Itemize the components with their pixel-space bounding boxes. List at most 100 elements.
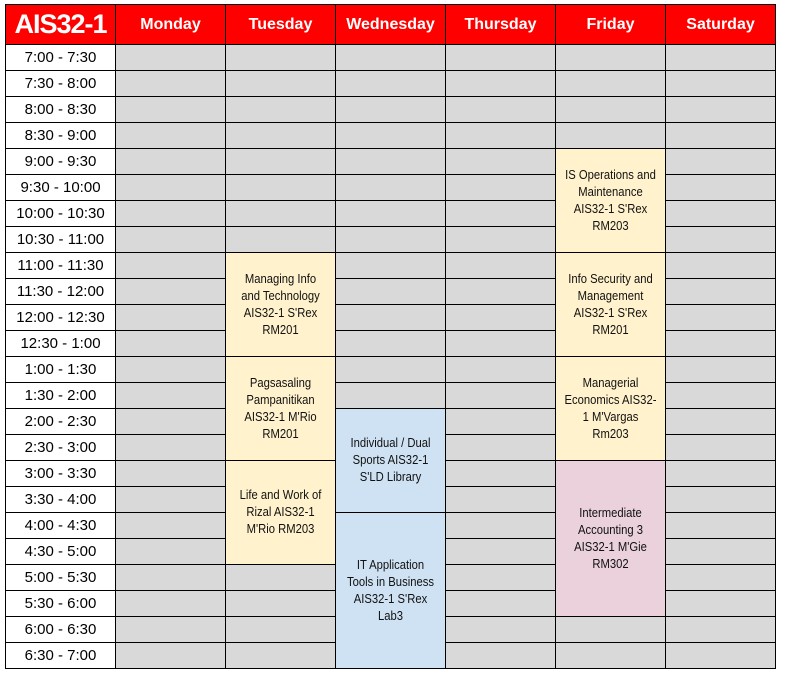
empty-slot[interactable] (665, 590, 776, 617)
empty-slot[interactable] (445, 304, 556, 331)
empty-slot[interactable] (115, 226, 226, 253)
empty-slot[interactable] (445, 382, 556, 409)
empty-slot[interactable] (335, 356, 446, 383)
empty-slot[interactable] (665, 564, 776, 591)
class-event[interactable]: IT Application Tools in Business AIS32-1… (335, 512, 446, 669)
empty-slot[interactable] (225, 616, 336, 643)
class-event[interactable]: Info Security and Management AIS32-1 S'R… (555, 252, 666, 357)
empty-slot[interactable] (445, 564, 556, 591)
empty-slot[interactable] (445, 356, 556, 383)
empty-slot[interactable] (115, 122, 226, 149)
empty-slot[interactable] (335, 226, 446, 253)
empty-slot[interactable] (445, 278, 556, 305)
empty-slot[interactable] (665, 538, 776, 565)
empty-slot[interactable] (445, 96, 556, 123)
empty-slot[interactable] (115, 382, 226, 409)
empty-slot[interactable] (665, 44, 776, 71)
class-event[interactable]: Life and Work of Rizal AIS32-1 M'Rio RM2… (225, 460, 336, 565)
empty-slot[interactable] (115, 486, 226, 513)
empty-slot[interactable] (445, 538, 556, 565)
empty-slot[interactable] (665, 252, 776, 279)
empty-slot[interactable] (115, 590, 226, 617)
empty-slot[interactable] (665, 70, 776, 97)
empty-slot[interactable] (665, 642, 776, 669)
empty-slot[interactable] (665, 148, 776, 175)
empty-slot[interactable] (445, 642, 556, 669)
empty-slot[interactable] (115, 44, 226, 71)
empty-slot[interactable] (445, 70, 556, 97)
empty-slot[interactable] (115, 278, 226, 305)
empty-slot[interactable] (665, 304, 776, 331)
empty-slot[interactable] (445, 226, 556, 253)
empty-slot[interactable] (665, 616, 776, 643)
empty-slot[interactable] (445, 174, 556, 201)
empty-slot[interactable] (335, 200, 446, 227)
empty-slot[interactable] (445, 434, 556, 461)
empty-slot[interactable] (665, 434, 776, 461)
empty-slot[interactable] (445, 252, 556, 279)
empty-slot[interactable] (225, 148, 336, 175)
empty-slot[interactable] (115, 512, 226, 539)
class-event[interactable]: IS Operations and Maintenance AIS32-1 S'… (555, 148, 666, 253)
empty-slot[interactable] (335, 382, 446, 409)
empty-slot[interactable] (555, 642, 666, 669)
empty-slot[interactable] (445, 200, 556, 227)
empty-slot[interactable] (225, 590, 336, 617)
class-event[interactable]: Managing Info and Technology AIS32-1 S'R… (225, 252, 336, 357)
empty-slot[interactable] (115, 642, 226, 669)
empty-slot[interactable] (225, 174, 336, 201)
empty-slot[interactable] (555, 96, 666, 123)
empty-slot[interactable] (445, 44, 556, 71)
empty-slot[interactable] (335, 330, 446, 357)
empty-slot[interactable] (445, 122, 556, 149)
empty-slot[interactable] (335, 252, 446, 279)
empty-slot[interactable] (445, 616, 556, 643)
empty-slot[interactable] (115, 616, 226, 643)
empty-slot[interactable] (115, 356, 226, 383)
empty-slot[interactable] (115, 96, 226, 123)
empty-slot[interactable] (335, 174, 446, 201)
empty-slot[interactable] (555, 122, 666, 149)
empty-slot[interactable] (225, 200, 336, 227)
empty-slot[interactable] (555, 44, 666, 71)
empty-slot[interactable] (225, 96, 336, 123)
empty-slot[interactable] (445, 148, 556, 175)
empty-slot[interactable] (335, 96, 446, 123)
empty-slot[interactable] (665, 330, 776, 357)
empty-slot[interactable] (665, 226, 776, 253)
empty-slot[interactable] (115, 408, 226, 435)
empty-slot[interactable] (445, 460, 556, 487)
empty-slot[interactable] (115, 148, 226, 175)
empty-slot[interactable] (115, 304, 226, 331)
empty-slot[interactable] (335, 278, 446, 305)
empty-slot[interactable] (555, 616, 666, 643)
empty-slot[interactable] (665, 96, 776, 123)
empty-slot[interactable] (665, 278, 776, 305)
empty-slot[interactable] (665, 460, 776, 487)
empty-slot[interactable] (335, 148, 446, 175)
empty-slot[interactable] (445, 512, 556, 539)
empty-slot[interactable] (665, 356, 776, 383)
empty-slot[interactable] (665, 408, 776, 435)
empty-slot[interactable] (115, 538, 226, 565)
empty-slot[interactable] (335, 44, 446, 71)
empty-slot[interactable] (665, 122, 776, 149)
empty-slot[interactable] (445, 590, 556, 617)
empty-slot[interactable] (225, 226, 336, 253)
empty-slot[interactable] (225, 70, 336, 97)
empty-slot[interactable] (335, 122, 446, 149)
empty-slot[interactable] (115, 252, 226, 279)
empty-slot[interactable] (665, 486, 776, 513)
empty-slot[interactable] (115, 200, 226, 227)
empty-slot[interactable] (445, 408, 556, 435)
empty-slot[interactable] (115, 174, 226, 201)
empty-slot[interactable] (665, 174, 776, 201)
empty-slot[interactable] (335, 70, 446, 97)
empty-slot[interactable] (115, 564, 226, 591)
class-event[interactable]: Pagsasaling Pampanitikan AIS32-1 M'Rio R… (225, 356, 336, 461)
empty-slot[interactable] (225, 642, 336, 669)
empty-slot[interactable] (335, 304, 446, 331)
empty-slot[interactable] (445, 486, 556, 513)
empty-slot[interactable] (225, 122, 336, 149)
empty-slot[interactable] (225, 44, 336, 71)
